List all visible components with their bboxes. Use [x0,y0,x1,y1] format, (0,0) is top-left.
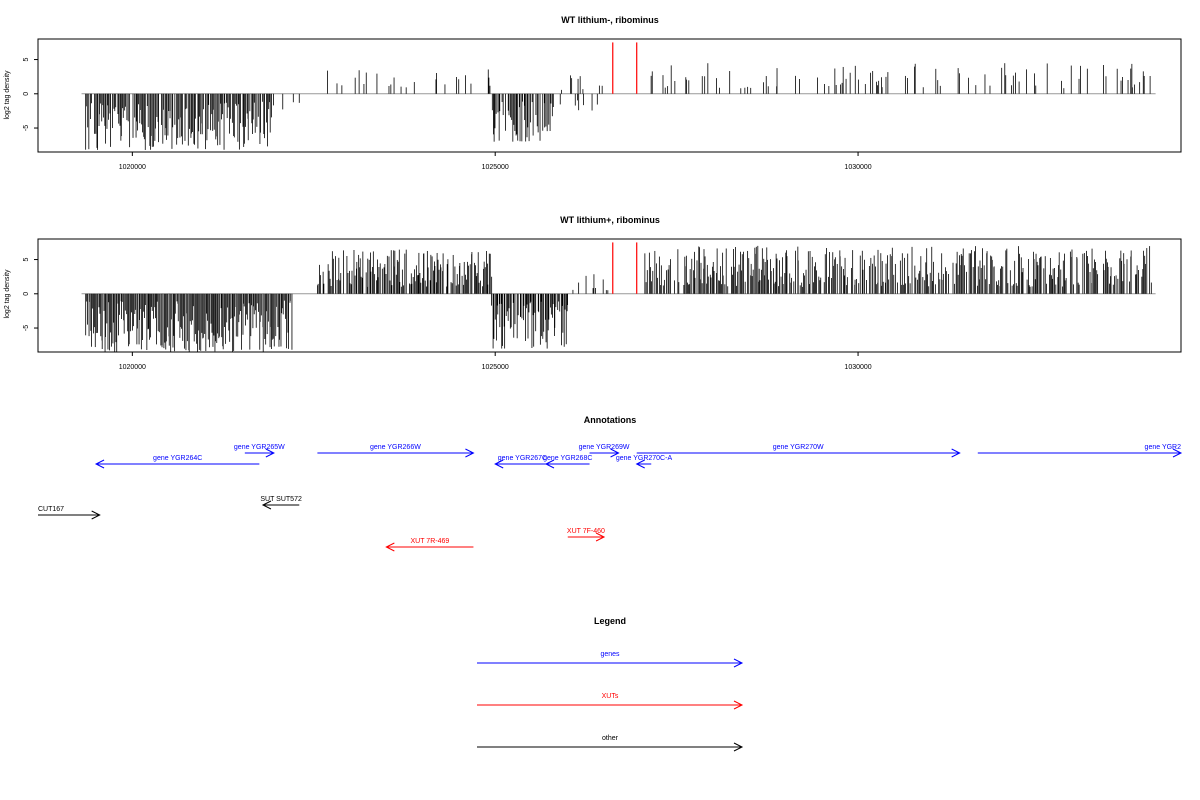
legend-label: genes [600,651,620,658]
arrow-head-icon [261,500,272,510]
y-axis: -5 0 5 [23,57,39,131]
feature-gene-ygr269w: gene YGR269W [579,444,630,458]
y-tick-label: -5 [23,125,30,131]
feature-label: XUT 7F-460 [567,528,605,535]
feature-label: gene YGR268C [543,455,592,462]
feature-label: gene YGR264C [153,455,202,462]
feature-gene-ygr270w: gene YGR270W [636,444,961,458]
y-tick-label: 0 [23,92,30,96]
track-bars [81,245,1156,352]
feature-label: gene YGR270W [773,444,824,451]
x-tick-label: 1020000 [119,164,146,171]
y-tick-label: 5 [23,257,30,261]
feature-label: XUT 7R-469 [410,538,449,545]
feature-label: gene YGR270C-A [616,455,673,462]
track-panel-lithium-minus: WT lithium-, ribominus log2 tag density … [4,15,1182,171]
y-axis: -5 0 5 [23,257,39,331]
arrow-head-icon [1172,448,1183,458]
x-axis: 1020000 1025000 1030000 [119,351,872,371]
x-tick-label: 1030000 [844,364,871,371]
legend-item-xuts: XUTs [477,693,744,710]
feature-label: CUT167 [38,506,64,513]
legend-label: other [602,735,619,742]
panel-title: WT lithium-, ribominus [561,15,659,25]
feature-gene-ygr268c: gene YGR268C [543,455,592,469]
feature-xut-7f-460: XUT 7F-460 [567,528,606,542]
legend-panel: Legend genes XUTs other [477,616,744,752]
feature-label: gene YGR267C [498,455,547,462]
arrow-head-icon [91,510,101,520]
feature-gene-ygr267c: gene YGR267C [494,455,550,469]
arrow-head-icon [951,448,961,458]
feature-list: gene YGR264C gene YGR265W gene YGR266W gene… [38,444,1183,552]
arrow-head-icon [265,448,275,458]
feature-gene-ygr270c-a: gene YGR270C-A [616,455,673,469]
feature-gene-ygr266w: gene YGR266W [317,444,475,458]
feature-label: gene YGR266W [370,444,421,451]
feature-label: gene YGR2 [1145,444,1182,451]
track-panel-lithium-plus: WT lithium+, ribominus log2 tag density … [4,215,1182,371]
feature-label: SUT SUT572 [260,496,302,503]
legend-item-other: other [477,735,744,752]
highlight-markers [612,242,638,294]
legend-title: Legend [594,616,626,626]
x-tick-label: 1030000 [844,164,871,171]
arrow-head-icon [494,459,504,469]
feature-gene-ygr2: gene YGR2 [977,444,1183,458]
y-tick-label: 5 [23,57,30,61]
y-tick-label: 0 [23,292,30,296]
arrow-head-icon [635,459,645,469]
arrow-head-icon [94,459,105,469]
x-tick-label: 1025000 [482,164,509,171]
feature-sut-sut572: SUT SUT572 [260,496,302,510]
arrow-head-icon [733,658,744,668]
track-bars [81,63,1156,150]
arrow-head-icon [595,532,606,542]
y-axis-label: log2 tag density [4,70,11,120]
arrow-head-icon [733,700,744,710]
x-tick-label: 1020000 [119,364,146,371]
feature-gene-ygr265w: gene YGR265W [234,444,285,458]
x-tick-label: 1025000 [482,364,509,371]
arrow-head-icon [733,742,744,752]
feature-gene-ygr264c: gene YGR264C [94,455,260,469]
highlight-markers [612,42,638,94]
feature-label: gene YGR265W [234,444,285,451]
panel-title: WT lithium+, ribominus [560,215,660,225]
feature-label: gene YGR269W [579,444,630,451]
arrow-head-icon [385,542,395,552]
legend-item-genes: genes [477,651,744,668]
legend-label: XUTs [602,693,619,700]
x-axis: 1020000 1025000 1030000 [119,151,872,171]
feature-xut-7r-469: XUT 7R-469 [385,538,474,552]
arrow-head-icon [610,448,620,458]
y-axis-label: log2 tag density [4,269,11,319]
feature-cut167: CUT167 [38,506,101,520]
arrow-head-icon [544,459,555,469]
annotations-title: Annotations [584,415,637,425]
y-tick-label: -5 [23,325,30,331]
arrow-head-icon [465,448,475,458]
plot-frame [37,38,1182,153]
